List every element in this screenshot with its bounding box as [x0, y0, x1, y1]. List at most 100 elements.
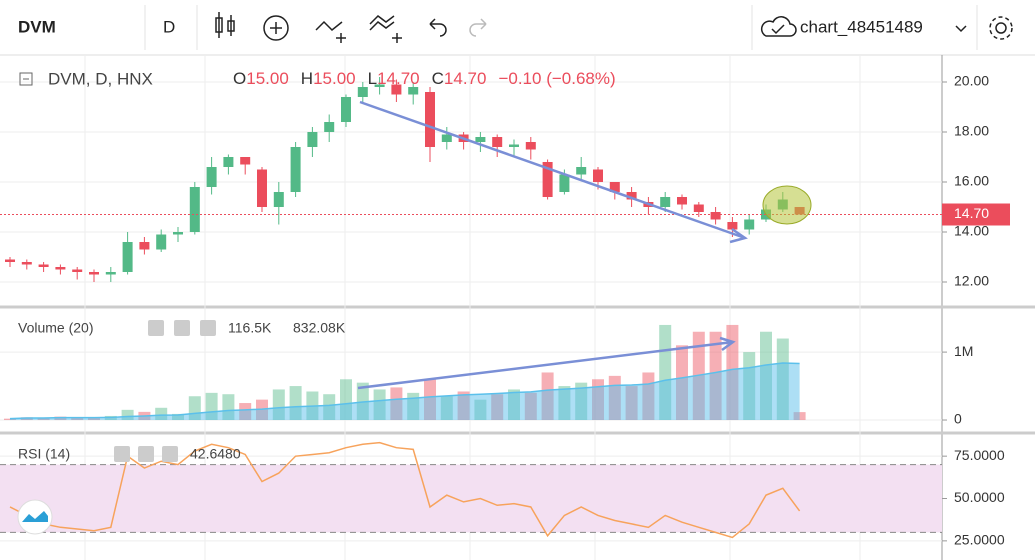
- candle-body: [5, 259, 15, 262]
- volume-bar: [121, 409, 134, 421]
- y-tick-label: 14.00: [954, 223, 989, 239]
- candle-body: [307, 132, 318, 147]
- y-tick-label: 16.00: [954, 173, 989, 189]
- candle-body: [257, 169, 267, 207]
- candle-body: [223, 157, 234, 167]
- symbol[interactable]: DVM: [18, 17, 56, 36]
- volume-title[interactable]: Volume (20): [18, 320, 93, 336]
- candle-body: [660, 197, 671, 207]
- candle-body: [626, 192, 637, 200]
- open-value: 15.00: [246, 69, 289, 88]
- cloud-icon: [760, 16, 797, 37]
- legend-title[interactable]: DVM, D, HNX: [48, 69, 153, 88]
- candle-body: [576, 167, 587, 175]
- y-tick-label: 75.0000: [954, 447, 1005, 463]
- y-tick-label: 18.00: [954, 123, 989, 139]
- candle-body: [139, 242, 150, 250]
- candle-body: [744, 219, 755, 230]
- candle-body: [374, 84, 385, 87]
- rsi-line: [9, 441, 801, 539]
- change-value: −0.10 (−0.68%): [498, 69, 615, 88]
- y-tick-label: 0: [954, 411, 962, 427]
- logo-icon: [22, 511, 48, 522]
- candle-body: [677, 197, 687, 205]
- candle-body: [559, 174, 570, 192]
- low-label: L: [368, 69, 377, 88]
- candle-body: [542, 162, 553, 197]
- candle-body: [593, 169, 603, 182]
- rsi-band: [0, 464, 942, 533]
- ohlc-legend: O15.00 H15.00 L14.70 C14.70 −0.10 (−0.68%): [233, 69, 616, 88]
- candle-body: [189, 187, 200, 232]
- candle-body: [357, 87, 368, 97]
- volume-ma-value: 832.08K: [293, 320, 346, 336]
- compare-button[interactable]: [263, 15, 289, 41]
- candle-body: [475, 137, 486, 142]
- candle-body: [693, 204, 704, 212]
- high-value: 15.00: [313, 69, 356, 88]
- check-icon: [771, 24, 785, 35]
- y-tick-label: 25.0000: [954, 532, 1005, 548]
- candle-body: [324, 122, 335, 132]
- candle-body: [240, 157, 251, 165]
- candle-body: [105, 272, 116, 275]
- candle-body: [273, 192, 284, 207]
- candle-body: [525, 142, 536, 150]
- interval[interactable]: D: [163, 17, 175, 36]
- redo-button[interactable]: [469, 18, 487, 37]
- volume-trend-arrow: [357, 336, 736, 390]
- toolbar: [0, 0, 1035, 55]
- high-label: H: [301, 69, 313, 88]
- y-tick-label: 20.00: [954, 73, 989, 89]
- candle-body: [290, 147, 301, 192]
- low-value: 14.70: [377, 69, 420, 88]
- chart-menu[interactable]: [955, 25, 967, 33]
- candle-body: [609, 182, 620, 192]
- candle-body: [425, 92, 435, 147]
- candle-body: [727, 222, 738, 230]
- study-buttons[interactable]: [114, 446, 178, 462]
- candle-body: [341, 97, 351, 122]
- close-value: 14.70: [444, 69, 487, 88]
- logo[interactable]: [17, 499, 53, 535]
- study-buttons[interactable]: [148, 320, 216, 336]
- candle-body: [509, 144, 519, 147]
- candle-body: [122, 242, 133, 272]
- settings-button[interactable]: [989, 16, 1013, 40]
- volume-value: 116.5K: [228, 320, 272, 336]
- candle-body: [173, 232, 183, 235]
- undo-button[interactable]: [429, 18, 447, 37]
- candle-body: [55, 267, 66, 270]
- candle-body: [72, 269, 83, 272]
- candle-body: [89, 272, 99, 275]
- rsi-title[interactable]: RSI (14): [18, 446, 70, 462]
- y-tick-label: 50.0000: [954, 489, 1005, 505]
- volume-ma-area: [10, 362, 800, 421]
- candle-body: [21, 262, 32, 265]
- candle-body: [391, 84, 402, 95]
- candle-body: [206, 167, 217, 187]
- candle-type-button[interactable]: [215, 12, 235, 38]
- y-tick-label: 1M: [954, 343, 973, 359]
- candle-body: [441, 134, 452, 142]
- collapse-button[interactable]: [19, 72, 33, 86]
- highlight-ellipse: [762, 185, 812, 225]
- candle-body: [38, 264, 49, 267]
- last-price-box: [942, 203, 1010, 226]
- candle-body: [156, 234, 167, 250]
- candle-body: [492, 137, 503, 147]
- close-label: C: [432, 69, 444, 88]
- candle-body: [710, 212, 721, 220]
- volume-ma-line: [9, 362, 800, 420]
- templates-button[interactable]: [369, 15, 402, 43]
- indicators-button[interactable]: [315, 20, 346, 43]
- trend-arrow: [359, 100, 748, 244]
- rsi-value: 42.6480: [190, 446, 241, 462]
- chart-name[interactable]: chart_48451489: [800, 17, 923, 36]
- last-price-label: 14.70: [954, 205, 989, 221]
- candle-body: [408, 87, 419, 95]
- open-label: O: [233, 69, 246, 88]
- y-tick-label: 12.00: [954, 273, 989, 289]
